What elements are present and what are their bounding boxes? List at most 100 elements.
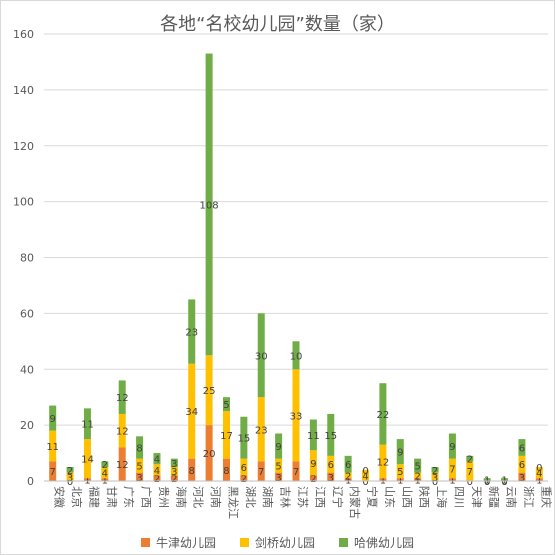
legend-item-oxford: 牛津幼儿园 <box>140 534 216 551</box>
data-label: 11 <box>81 420 94 431</box>
data-label: 0 <box>536 463 542 474</box>
bar-segment-oxford <box>414 478 422 481</box>
data-label: 2 <box>345 471 351 482</box>
data-label: 12 <box>116 393 129 404</box>
y-tick-label: 100 <box>13 196 34 209</box>
data-label: 5 <box>223 400 229 411</box>
bar-segment-harvard <box>66 467 74 473</box>
data-label: 6 <box>241 463 247 474</box>
bar-segment-oxford <box>344 478 352 481</box>
x-tick-label: 浙江 <box>522 486 535 508</box>
data-label: 9 <box>50 414 56 425</box>
x-tick-label: 新疆 <box>487 486 501 508</box>
data-label: 2 <box>310 474 316 485</box>
y-tick-label: 20 <box>20 419 34 432</box>
data-label: 8 <box>136 443 142 454</box>
bar-segment-oxford <box>205 425 213 481</box>
data-label: 9 <box>275 442 281 453</box>
legend-item-cambridge: 剑桥幼儿园 <box>239 534 315 551</box>
bar-segment-cambridge <box>414 472 422 479</box>
bar-segment-oxford <box>83 478 91 481</box>
data-label: 9 <box>310 459 316 470</box>
bar-segment-cambridge <box>170 467 178 476</box>
bar-segment-harvard <box>396 439 404 465</box>
bar-segment-oxford <box>240 475 248 481</box>
bar-segment-oxford <box>222 458 230 481</box>
bar-segment-cambridge <box>136 458 144 473</box>
bar-segment-oxford <box>153 475 161 481</box>
bar-segment-harvard <box>292 341 300 370</box>
bar-segment-harvard <box>414 458 422 473</box>
x-tick-label: 陕西 <box>418 486 432 508</box>
x-tick-label: 云南 <box>505 486 518 508</box>
data-label: 3 <box>519 473 525 484</box>
legend-item-harvard: 哈佛幼儿园 <box>339 534 414 551</box>
bar-segment-cambridge <box>448 458 456 479</box>
data-label: 23 <box>255 425 268 436</box>
data-label: 20 <box>203 449 216 460</box>
x-tick-label: 黑龙江 <box>226 486 239 519</box>
x-tick-label: 江西 <box>313 486 326 508</box>
bar-segment-cambridge <box>257 397 265 462</box>
legend-label-cambridge: 剑桥幼儿园 <box>254 536 315 550</box>
chart-legend: 牛津幼儿园 剑桥幼儿园 哈佛幼儿园 <box>0 534 555 551</box>
x-tick-label: 甘肃 <box>105 486 118 508</box>
data-label: 7 <box>258 467 264 478</box>
bar-segment-harvard <box>136 436 144 459</box>
bar-segment-cambridge <box>362 469 370 481</box>
data-label: 22 <box>377 410 390 421</box>
bar-segment-harvard <box>327 413 335 456</box>
data-label: 6 <box>519 460 525 471</box>
bar-segment-oxford <box>448 478 456 481</box>
data-label: 9 <box>397 448 403 459</box>
bar-segment-oxford <box>327 472 335 481</box>
bar-segment-harvard <box>275 433 283 459</box>
bar-segment-cambridge <box>188 363 196 459</box>
bar-segment-cambridge <box>292 369 300 462</box>
x-tick-label: 山西 <box>400 486 413 508</box>
data-label: 8 <box>189 466 195 477</box>
x-tick-label: 广西 <box>140 486 153 508</box>
bar-segment-oxford <box>170 475 178 481</box>
data-label: 0 <box>467 477 473 488</box>
bar-segment-cambridge <box>466 461 474 481</box>
bar-segment-harvard <box>448 433 456 459</box>
y-tick-label: 120 <box>13 140 34 153</box>
data-label: 3 <box>432 473 438 484</box>
bar-segment-harvard <box>170 458 178 468</box>
x-tick-label: 吉林 <box>279 486 293 508</box>
legend-swatch-oxford <box>140 538 150 547</box>
data-label: 12 <box>116 427 129 438</box>
y-tick-label: 80 <box>20 252 34 265</box>
bar-segment-oxford <box>188 458 196 481</box>
legend-label-harvard: 哈佛幼儿园 <box>354 536 415 550</box>
data-label: 4 <box>536 469 542 480</box>
data-label: 4 <box>362 471 368 482</box>
legend-label-oxford: 牛津幼儿园 <box>155 536 216 550</box>
x-tick-label: 河南 <box>209 486 222 508</box>
x-tick-label: 河北 <box>192 486 205 508</box>
x-tick-label: 湖北 <box>244 486 257 508</box>
bar-segment-cambridge <box>153 464 161 476</box>
bar-segment-cambridge <box>205 355 213 426</box>
y-tick-label: 160 <box>13 28 34 41</box>
bar-segment-cambridge <box>535 467 543 479</box>
data-label: 6 <box>328 460 334 471</box>
data-label: 7 <box>293 467 299 478</box>
data-label: 15 <box>237 434 250 445</box>
data-label: 4 <box>154 455 160 466</box>
x-tick-label: 北京 <box>70 486 84 508</box>
bar-segment-cambridge <box>344 472 352 479</box>
data-label: 10 <box>290 351 303 362</box>
chart-title: 各地“名校幼儿园”数量（家） <box>160 14 395 35</box>
x-tick-label: 山东 <box>383 486 396 508</box>
data-label: 7 <box>449 464 455 475</box>
data-label: 6 <box>519 443 525 454</box>
bar-segment-oxford <box>535 478 543 481</box>
x-tick-label: 江苏 <box>296 486 309 508</box>
data-label: 0 <box>501 477 507 488</box>
bar-segment-harvard <box>240 416 248 459</box>
data-label: 11 <box>307 431 320 442</box>
x-tick-label: 四川 <box>452 486 465 508</box>
